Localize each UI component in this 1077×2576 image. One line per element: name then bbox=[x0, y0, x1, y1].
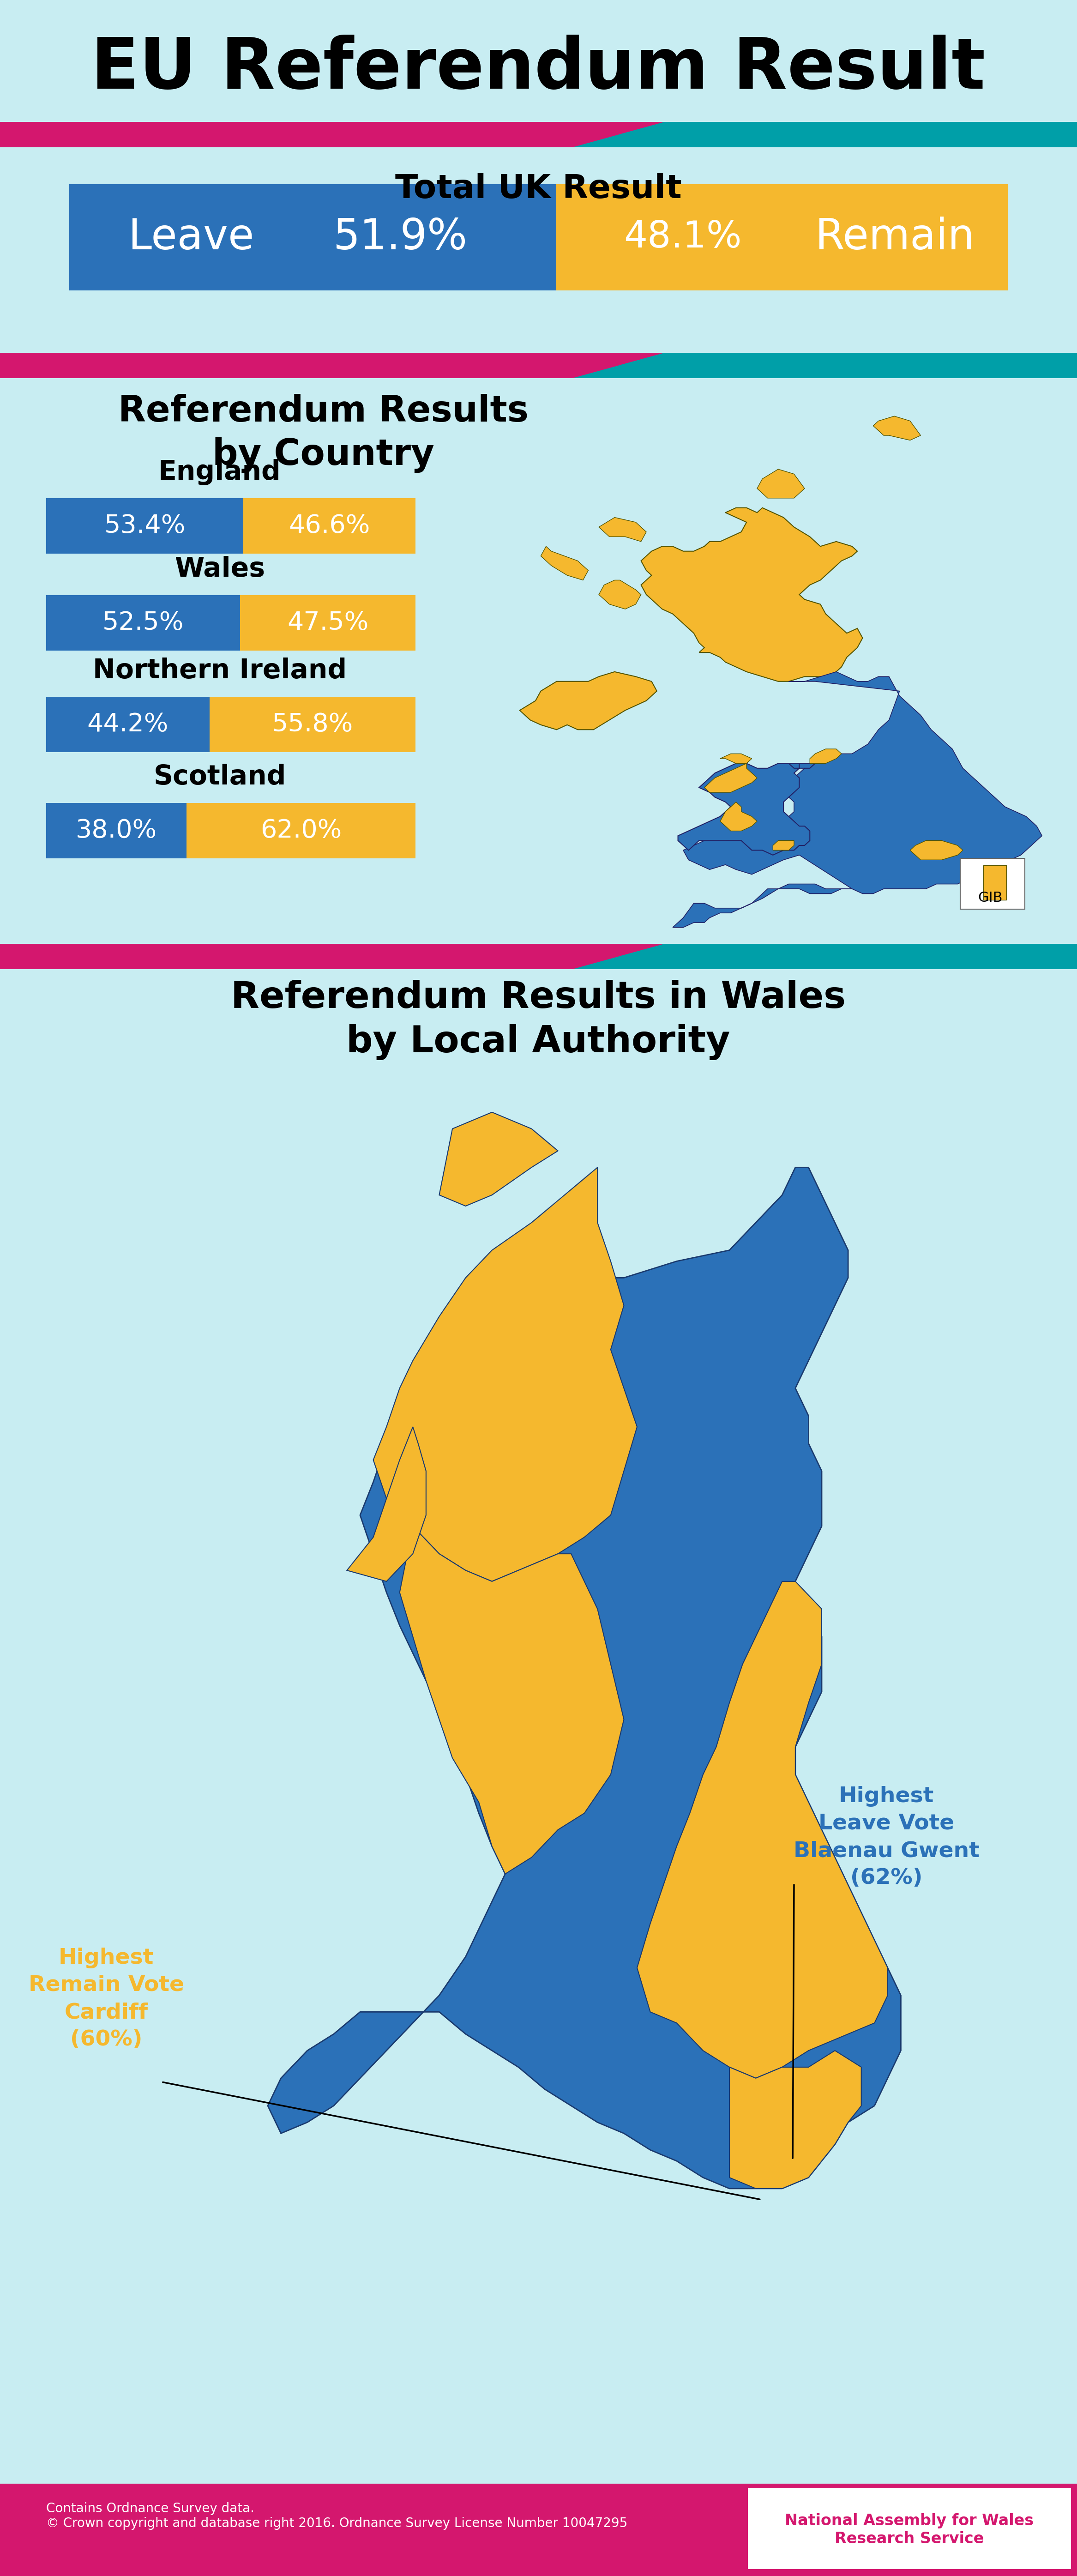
Text: Northern Ireland: Northern Ireland bbox=[93, 657, 347, 683]
Text: 52.5%: 52.5% bbox=[102, 611, 184, 636]
Text: Wales: Wales bbox=[174, 556, 265, 582]
Text: 53.4%: 53.4% bbox=[104, 513, 185, 538]
Bar bbox=[46, 804, 186, 858]
Bar bbox=[618, 121, 1077, 147]
Bar bbox=[46, 696, 209, 752]
Text: National Assembly for Wales
Research Service: National Assembly for Wales Research Ser… bbox=[785, 2514, 1034, 2545]
Bar bbox=[961, 858, 1025, 909]
Bar bbox=[0, 943, 618, 969]
Polygon shape bbox=[400, 1525, 624, 1873]
Polygon shape bbox=[439, 1113, 558, 1206]
Polygon shape bbox=[268, 1167, 900, 2190]
Polygon shape bbox=[573, 943, 665, 969]
Bar bbox=[243, 497, 416, 554]
Text: 62.0%: 62.0% bbox=[261, 819, 341, 842]
Text: Scotland: Scotland bbox=[153, 762, 286, 791]
Polygon shape bbox=[704, 762, 757, 793]
Text: 48.1%: 48.1% bbox=[624, 219, 742, 255]
Polygon shape bbox=[599, 580, 641, 608]
Polygon shape bbox=[374, 1167, 638, 1582]
Bar bbox=[0, 353, 618, 379]
Polygon shape bbox=[573, 353, 665, 379]
Text: Contains Ordnance Survey data.
© Crown copyright and database right 2016. Ordnan: Contains Ordnance Survey data. © Crown c… bbox=[46, 2501, 628, 2530]
Polygon shape bbox=[573, 121, 665, 147]
Bar bbox=[0, 121, 618, 147]
Text: Highest
Remain Vote
Cardiff
(60%): Highest Remain Vote Cardiff (60%) bbox=[28, 1947, 184, 2050]
Polygon shape bbox=[673, 672, 1041, 927]
Text: EU Referendum Result: EU Referendum Result bbox=[92, 33, 985, 103]
Polygon shape bbox=[347, 1427, 426, 1582]
Polygon shape bbox=[573, 121, 665, 147]
Bar bbox=[557, 185, 1008, 291]
Text: 47.5%: 47.5% bbox=[288, 611, 368, 636]
Text: Remain: Remain bbox=[815, 216, 975, 258]
Polygon shape bbox=[573, 943, 665, 969]
Polygon shape bbox=[773, 840, 794, 850]
Bar bbox=[618, 943, 1077, 969]
Polygon shape bbox=[541, 546, 588, 580]
Polygon shape bbox=[638, 1582, 887, 2079]
Text: England: England bbox=[158, 459, 281, 484]
Text: 44.2%: 44.2% bbox=[87, 711, 168, 737]
Text: 38.0%: 38.0% bbox=[75, 819, 157, 842]
Polygon shape bbox=[910, 840, 963, 860]
Polygon shape bbox=[520, 672, 657, 729]
Bar bbox=[240, 595, 416, 652]
Bar bbox=[46, 497, 243, 554]
Text: 46.6%: 46.6% bbox=[289, 513, 370, 538]
Text: Leave: Leave bbox=[128, 216, 254, 258]
Polygon shape bbox=[983, 866, 1006, 899]
Polygon shape bbox=[721, 755, 752, 762]
Polygon shape bbox=[873, 417, 921, 440]
Bar bbox=[46, 595, 240, 652]
Bar bbox=[0, 2483, 1077, 2576]
Bar bbox=[209, 696, 416, 752]
Bar bbox=[747, 2488, 1071, 2568]
Text: Referendum Results
by Country: Referendum Results by Country bbox=[118, 394, 529, 474]
Text: Referendum Results in Wales
by Local Authority: Referendum Results in Wales by Local Aut… bbox=[230, 979, 845, 1061]
Text: GIB: GIB bbox=[978, 891, 1003, 904]
Polygon shape bbox=[729, 2050, 862, 2190]
Polygon shape bbox=[721, 801, 757, 832]
Polygon shape bbox=[641, 507, 863, 683]
Polygon shape bbox=[757, 469, 805, 497]
Polygon shape bbox=[810, 750, 841, 762]
Text: Highest
Leave Vote
Blaenau Gwent
(62%): Highest Leave Vote Blaenau Gwent (62%) bbox=[794, 1785, 979, 1888]
Text: Total UK Result: Total UK Result bbox=[395, 173, 682, 204]
Bar bbox=[69, 185, 557, 291]
Text: 51.9%: 51.9% bbox=[333, 216, 467, 258]
Polygon shape bbox=[599, 518, 646, 541]
Polygon shape bbox=[677, 762, 821, 855]
Bar bbox=[186, 804, 416, 858]
Text: 55.8%: 55.8% bbox=[271, 711, 353, 737]
Bar bbox=[618, 353, 1077, 379]
Polygon shape bbox=[573, 353, 665, 379]
